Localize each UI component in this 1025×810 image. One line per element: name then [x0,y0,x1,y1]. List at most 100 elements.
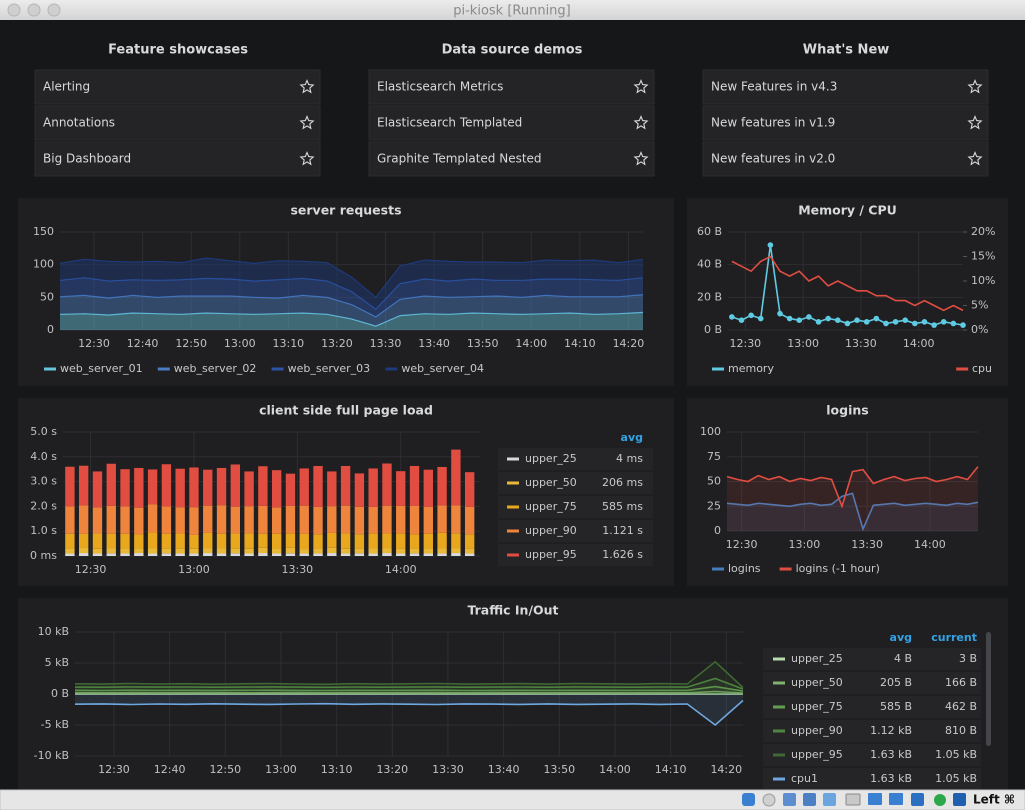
panel-title[interactable]: logins [826,403,868,418]
bar-segment [382,505,392,534]
legend-label[interactable]: upper_95 [791,748,843,761]
status-icon[interactable] [953,793,966,806]
legend-label[interactable]: upper_95 [525,548,577,561]
legend-label[interactable]: cpu1 [791,772,818,785]
status-icon[interactable] [889,793,903,805]
y-tick-label: 0 [714,524,721,537]
bar-segment [313,553,323,556]
legend-label[interactable]: upper_90 [525,524,577,537]
legend-label[interactable]: logins (-1 hour) [796,562,880,575]
status-icon[interactable] [742,793,755,806]
list-item[interactable]: Elasticsearch Metrics [377,80,503,94]
scrollbar[interactable] [986,632,991,746]
status-icon[interactable] [762,793,776,807]
list-item[interactable]: Annotations [43,116,115,130]
legend-label[interactable]: upper_50 [525,476,577,489]
data-point [786,315,793,322]
legend-row-bg [498,544,653,566]
star-icon[interactable] [967,115,983,130]
bar-segment [423,548,433,554]
list-item-bg[interactable] [368,141,655,177]
star-icon[interactable] [633,115,649,130]
bar-segment [354,548,365,554]
bar-segment [106,463,116,506]
star-icon[interactable] [967,151,983,166]
bar-segment [92,548,103,554]
legend-value: 1.05 kB [935,748,977,761]
legend-label[interactable]: upper_75 [525,500,577,513]
bar-segment [285,505,296,534]
list-item-bg[interactable] [702,141,989,177]
close-button[interactable] [7,3,21,17]
list-item-bg[interactable] [368,105,655,141]
legend-label[interactable]: web_server_04 [401,362,484,375]
list-item-bg[interactable] [368,69,655,105]
legend-label[interactable]: web_server_01 [60,362,143,375]
bar-segment [299,549,309,554]
panel-title[interactable]: server requests [290,203,401,218]
status-icon[interactable] [868,793,882,805]
bar-segment [230,506,241,534]
list-item[interactable]: New features in v2.0 [711,152,835,166]
list-item[interactable]: New features in v1.9 [711,116,835,130]
zoom-button[interactable] [47,3,61,17]
status-icon[interactable] [845,793,861,806]
legend-label[interactable]: upper_90 [791,724,843,737]
status-icon[interactable] [783,793,796,806]
x-tick-label: 14:00 [385,563,417,576]
minimize-button[interactable] [27,3,41,17]
panel-title[interactable]: Memory / CPU [798,203,897,218]
legend-swatch [773,753,785,757]
legend-label[interactable]: web_server_02 [174,362,257,375]
legend-row-bg [498,520,653,542]
list-item-bg[interactable] [702,69,989,105]
status-icon[interactable] [823,793,836,806]
star-icon[interactable] [299,151,315,166]
status-icon[interactable] [911,793,924,806]
star-icon[interactable] [967,79,983,94]
legend-column-header[interactable]: avg [890,631,912,644]
legend-column-header[interactable]: avg [621,431,643,444]
list-item-bg[interactable] [34,105,321,141]
legend-column-header[interactable]: current [931,631,977,644]
status-icon[interactable] [803,793,816,806]
list-item[interactable]: Big Dashboard [43,152,131,166]
legend-label[interactable]: cpu [972,362,992,375]
list-item-bg[interactable] [34,69,321,105]
list-item[interactable]: Alerting [43,80,90,94]
bar-segment [106,533,116,549]
legend-label[interactable]: logins [728,562,761,575]
legend-label[interactable]: upper_25 [525,452,577,465]
legend-value: 810 B [945,724,977,737]
legend-row-bg [763,768,981,790]
legend-label[interactable]: upper_75 [791,700,843,713]
area-fill [60,277,643,317]
star-icon[interactable] [633,151,649,166]
status-icon[interactable] [934,794,946,806]
list-item-bg[interactable] [34,141,321,177]
bar-segment [216,505,227,534]
legend-label[interactable]: web_server_03 [288,362,371,375]
bar-segment [271,470,282,508]
star-icon[interactable] [633,79,649,94]
bar-segment [216,533,227,549]
panel-title[interactable]: Traffic In/Out [467,603,558,618]
list-item-bg[interactable] [702,105,989,141]
bar-segment [78,465,89,506]
bar-segment [271,548,282,554]
legend-label[interactable]: upper_25 [791,652,843,665]
star-icon[interactable] [299,115,315,130]
list-item[interactable]: Graphite Templated Nested [377,152,542,166]
bar-segment [382,533,392,549]
y-tick-label: 150 [33,225,54,238]
list-item[interactable]: Elasticsearch Templated [377,116,522,130]
bar-segment [92,507,103,534]
data-point [815,319,822,325]
panel-title[interactable]: client side full page load [259,403,433,418]
bar-segment [313,465,323,507]
area-fill [75,661,743,694]
list-item[interactable]: New Features in v4.3 [711,80,837,94]
legend-label[interactable]: memory [728,362,774,375]
star-icon[interactable] [299,79,315,94]
legend-label[interactable]: upper_50 [791,676,843,689]
